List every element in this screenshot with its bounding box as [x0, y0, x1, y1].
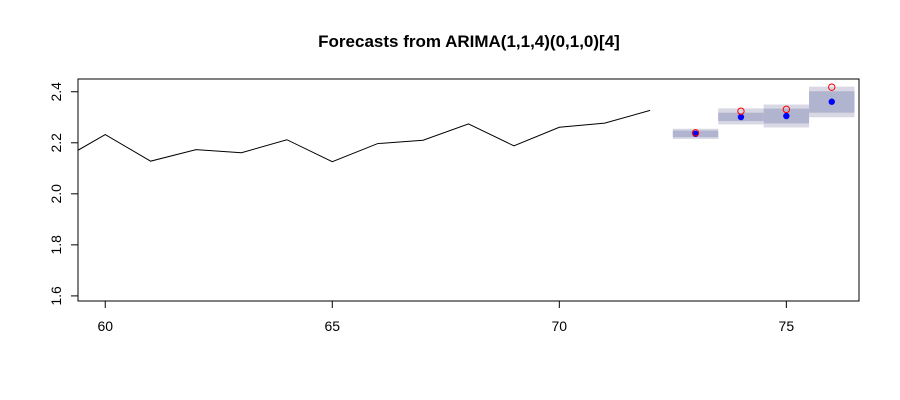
forecast-point — [783, 112, 790, 120]
prediction-intervals — [672, 86, 855, 139]
history-line — [78, 109, 651, 163]
forecast-point — [737, 113, 745, 121]
chart-title: Forecasts from ARIMA(1,1,4)(0,1,0)[4] — [318, 32, 620, 51]
actual-point — [691, 129, 700, 137]
y-tick-label: 1.8 — [48, 235, 64, 255]
actual-point — [737, 107, 745, 115]
plot-frame — [77, 78, 860, 302]
axes: 60 65 70 75 1.6 1.8 2.0 2.2 2.4 — [48, 82, 794, 334]
x-tick-label: 70 — [552, 318, 568, 334]
series-layer — [78, 83, 836, 163]
x-tick-label: 75 — [779, 318, 795, 334]
actual-point — [782, 105, 791, 114]
forecast-point — [828, 98, 835, 105]
x-tick-label: 65 — [324, 318, 340, 334]
y-tick-label: 2.0 — [48, 184, 64, 204]
x-tick-label: 60 — [97, 318, 113, 334]
y-tick-label: 2.2 — [48, 133, 64, 153]
y-tick-label: 2.4 — [48, 82, 64, 102]
actual-point — [828, 83, 836, 91]
y-tick-label: 1.6 — [48, 286, 64, 306]
